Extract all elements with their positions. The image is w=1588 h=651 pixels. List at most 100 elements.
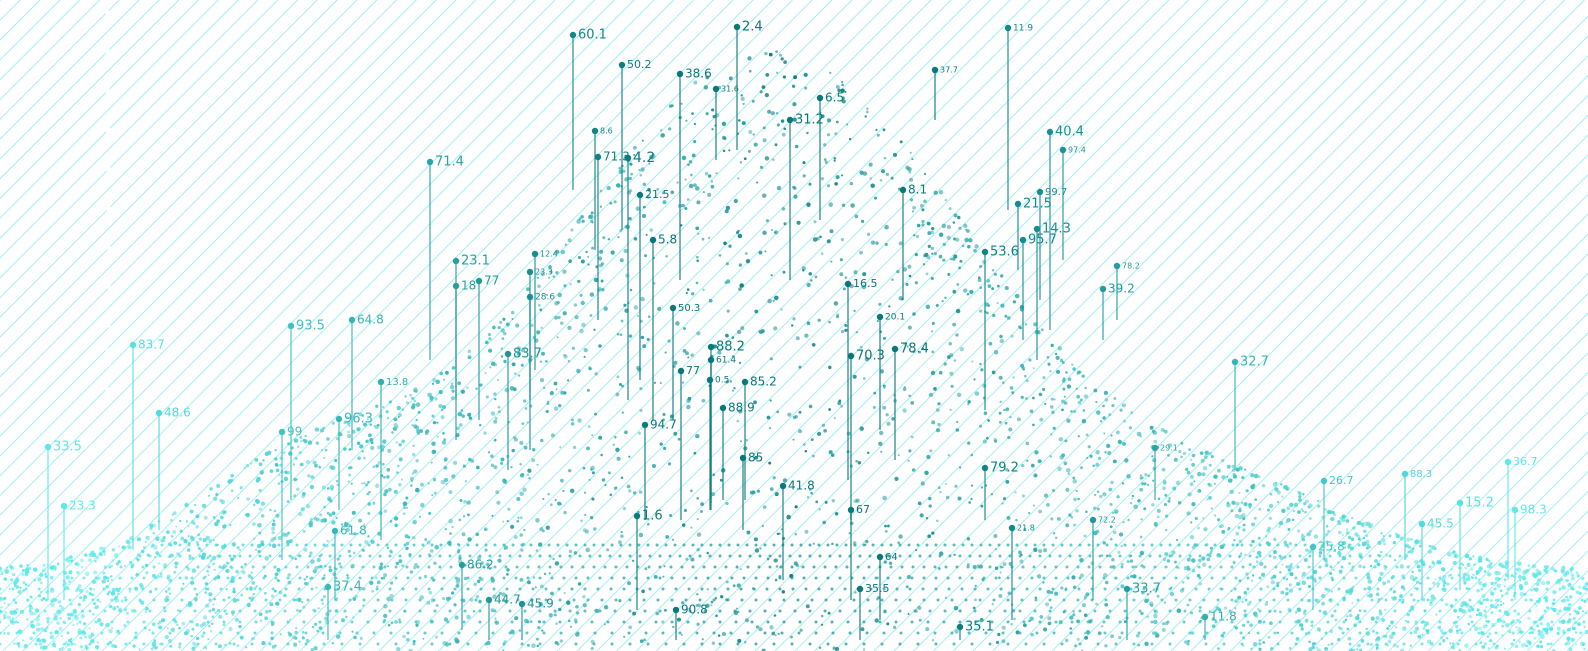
point — [1469, 628, 1472, 631]
grid-dot — [609, 587, 613, 591]
grid-dot — [530, 598, 534, 602]
point — [853, 309, 856, 313]
point — [794, 415, 798, 419]
point — [1560, 578, 1563, 581]
grid-dot — [328, 609, 332, 613]
grid-dot — [984, 631, 988, 635]
point — [717, 634, 721, 637]
point — [690, 292, 695, 296]
point — [1174, 560, 1177, 564]
grid-dot — [1402, 642, 1406, 646]
point — [991, 287, 995, 291]
point — [964, 237, 969, 243]
pin-head — [348, 316, 356, 324]
grid-dot — [1300, 598, 1304, 602]
grid-dot — [206, 620, 210, 624]
grid-dot — [134, 631, 138, 635]
point — [982, 439, 987, 444]
point — [1096, 507, 1100, 511]
grid-dot — [412, 642, 416, 646]
point — [902, 387, 907, 391]
grid-dot — [108, 565, 112, 569]
point — [1278, 525, 1281, 528]
point — [366, 492, 370, 496]
point — [26, 618, 29, 621]
point — [1083, 534, 1087, 538]
point — [204, 582, 209, 586]
point — [56, 562, 60, 566]
grid-dot — [1406, 620, 1410, 624]
point — [795, 563, 800, 568]
point — [1302, 510, 1305, 512]
point — [1409, 593, 1414, 597]
point — [103, 565, 108, 569]
pin-label: 94.7 — [650, 418, 677, 432]
point — [258, 507, 263, 511]
grid-dot — [1006, 620, 1010, 624]
point — [1324, 508, 1327, 511]
point — [663, 565, 666, 568]
grid-dot — [1038, 554, 1042, 558]
point — [908, 274, 912, 278]
grid-dot — [606, 620, 610, 624]
point — [1442, 574, 1447, 579]
point — [1024, 323, 1028, 326]
point — [156, 538, 160, 541]
point — [820, 252, 824, 255]
point — [1004, 286, 1009, 290]
point — [1476, 608, 1480, 612]
point — [288, 451, 293, 456]
grid-dot — [1118, 554, 1122, 558]
point — [1584, 582, 1588, 587]
point — [461, 532, 466, 537]
guide-dot — [105, 309, 111, 315]
point — [1076, 372, 1079, 375]
point — [3, 632, 6, 635]
point — [502, 520, 505, 523]
grid-dot — [166, 598, 170, 602]
point — [222, 524, 227, 529]
point — [531, 643, 536, 648]
grid-dot — [1558, 587, 1562, 591]
grid-dot — [1109, 565, 1113, 569]
grid-dot — [988, 609, 992, 613]
point — [685, 119, 688, 122]
point — [864, 356, 870, 362]
point — [486, 562, 490, 567]
point — [11, 572, 16, 577]
point — [717, 350, 722, 355]
grid-dot — [1450, 576, 1454, 580]
point — [444, 527, 447, 531]
grid-dot — [340, 642, 344, 646]
grid-dot — [853, 609, 857, 613]
point — [1000, 274, 1004, 278]
point — [458, 423, 463, 427]
grid-dot — [1108, 554, 1112, 558]
grid-dot — [1378, 576, 1382, 580]
grid-dot — [916, 631, 920, 635]
point — [1491, 605, 1495, 609]
grid-dot — [1006, 598, 1010, 602]
grid-dot — [76, 587, 80, 591]
point — [706, 551, 709, 555]
point — [1050, 590, 1054, 595]
point — [1289, 502, 1294, 508]
point — [942, 242, 946, 247]
grid-dot — [804, 587, 808, 591]
point — [1530, 589, 1533, 592]
point — [815, 500, 819, 504]
guide-dot — [105, 101, 111, 107]
point — [585, 547, 590, 553]
point — [314, 565, 319, 571]
grid-dot — [478, 554, 482, 558]
point — [589, 516, 594, 520]
point — [236, 546, 240, 550]
point — [1296, 582, 1301, 586]
pin-label: 77 — [484, 274, 499, 288]
point — [523, 445, 528, 450]
point — [37, 577, 42, 582]
point — [772, 476, 776, 480]
grid-dot — [82, 576, 86, 580]
point — [1162, 486, 1166, 491]
grid-dot — [1168, 554, 1172, 558]
